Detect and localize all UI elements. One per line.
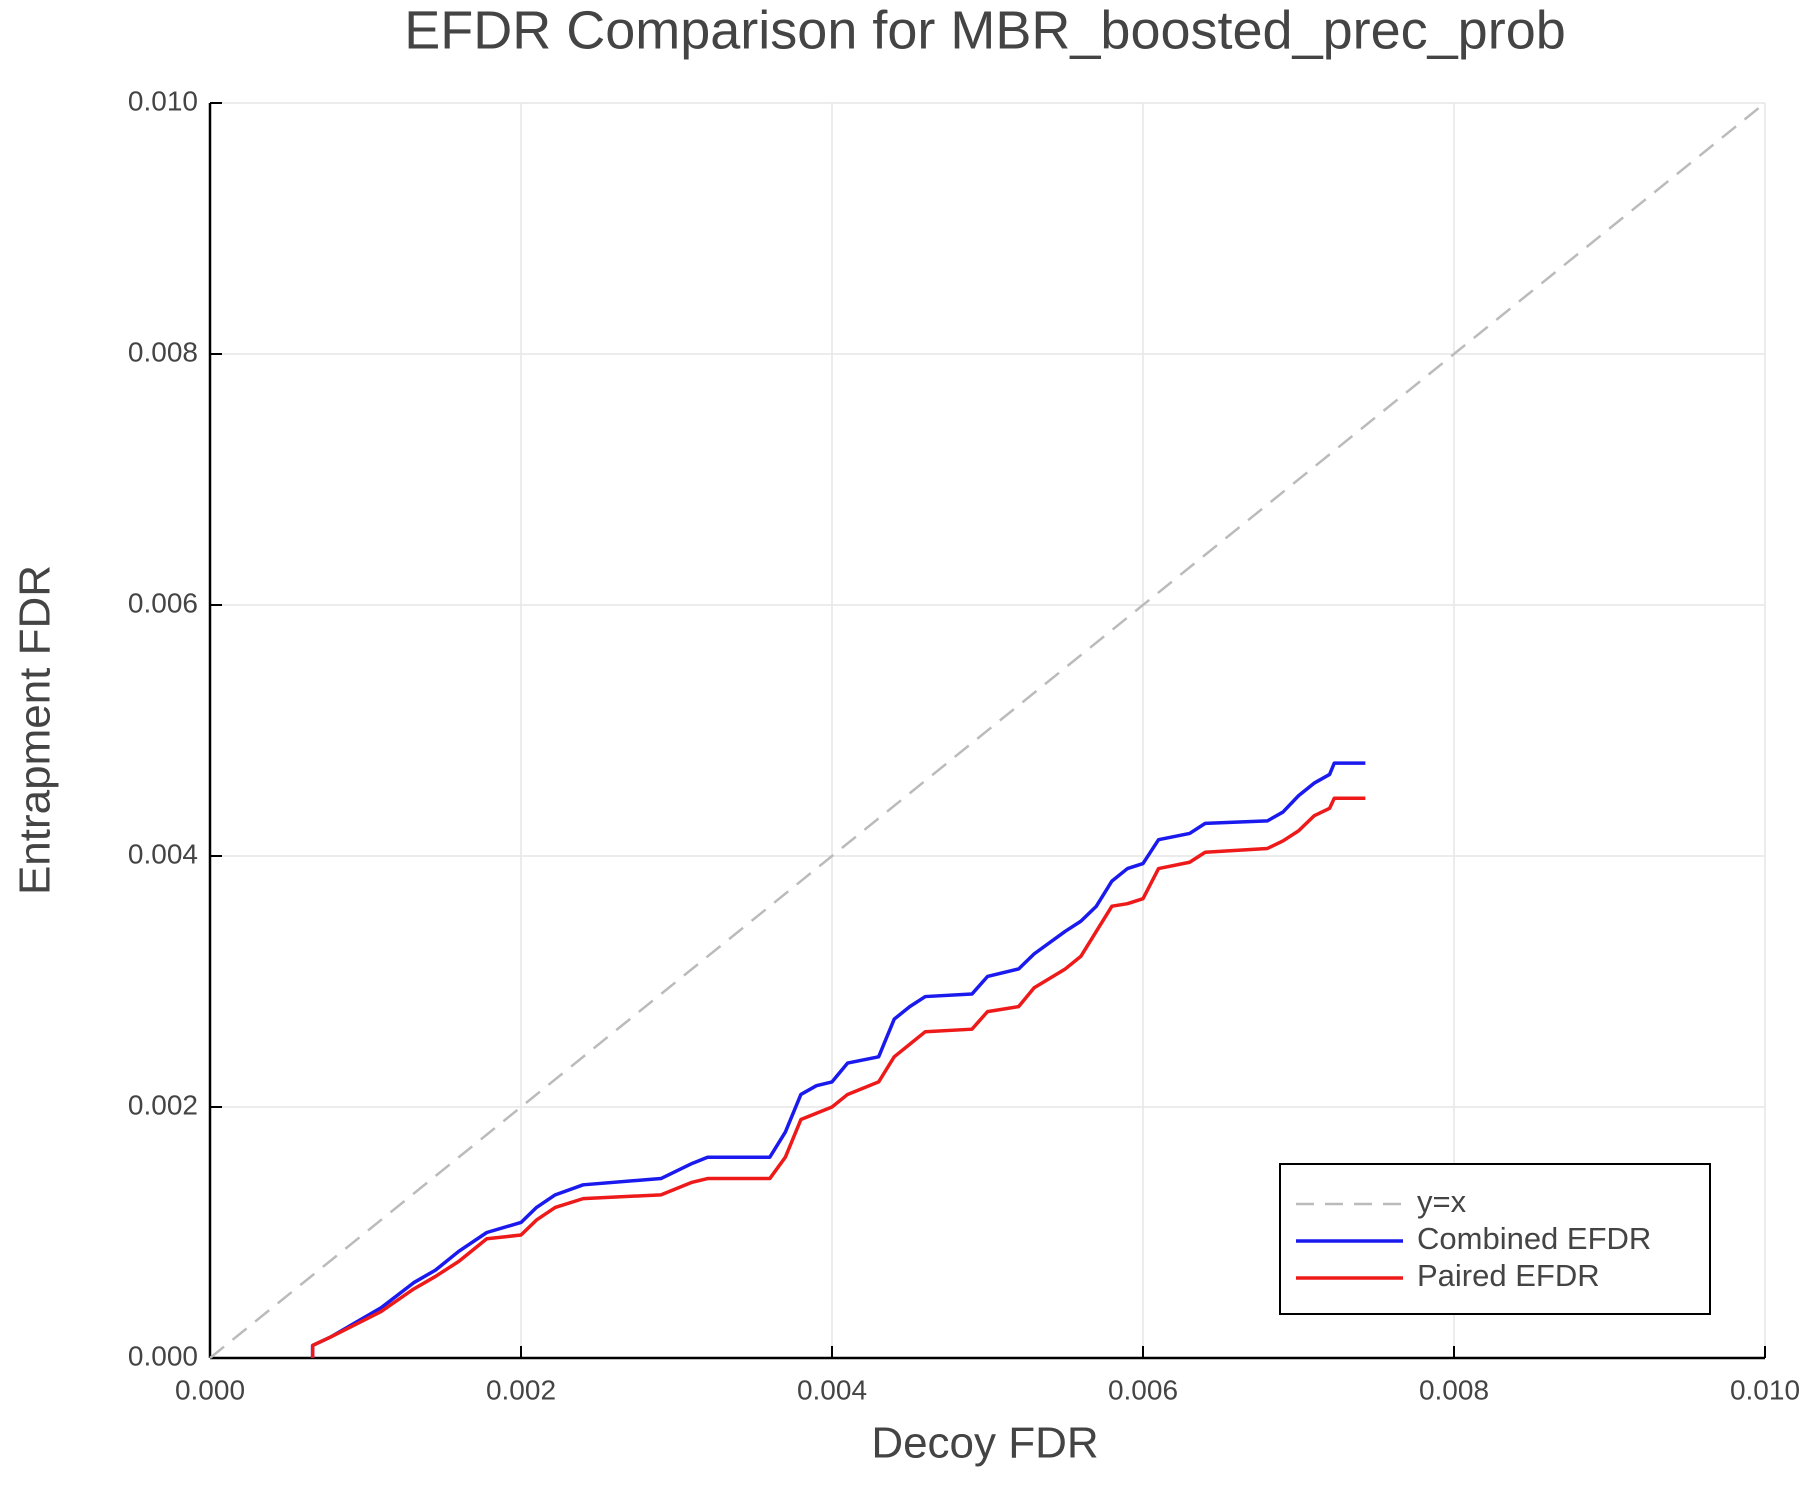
y-tick-label: 0.010 bbox=[128, 85, 198, 116]
x-tick-label: 0.000 bbox=[175, 1374, 245, 1405]
legend-label: y=x bbox=[1417, 1184, 1467, 1219]
series-line bbox=[209, 102, 1766, 1359]
x-tick-label: 0.004 bbox=[797, 1374, 867, 1405]
x-tick-label: 0.008 bbox=[1419, 1374, 1489, 1405]
y-tick-label: 0.004 bbox=[128, 838, 198, 869]
series-line bbox=[310, 796, 1366, 1358]
legend-box bbox=[1279, 1163, 1711, 1315]
y-tick-label: 0.000 bbox=[128, 1340, 198, 1371]
x-tick-label: 0.006 bbox=[1108, 1374, 1178, 1405]
y-tick-label: 0.006 bbox=[128, 587, 198, 618]
y-tick-label: 0.008 bbox=[128, 336, 198, 367]
legend-label: Paired EFDR bbox=[1417, 1258, 1600, 1293]
legend-label: Combined EFDR bbox=[1417, 1221, 1651, 1256]
y-tick-label: 0.002 bbox=[128, 1089, 198, 1120]
x-tick-label: 0.002 bbox=[486, 1374, 556, 1405]
chart-title: EFDR Comparison for MBR_boosted_prec_pro… bbox=[404, 0, 1566, 60]
x-tick-label: 0.010 bbox=[1730, 1374, 1800, 1405]
y-axis-label: Entrapment FDR bbox=[11, 565, 60, 895]
x-axis-label: Decoy FDR bbox=[871, 1419, 1098, 1468]
series-line bbox=[310, 761, 1366, 1358]
